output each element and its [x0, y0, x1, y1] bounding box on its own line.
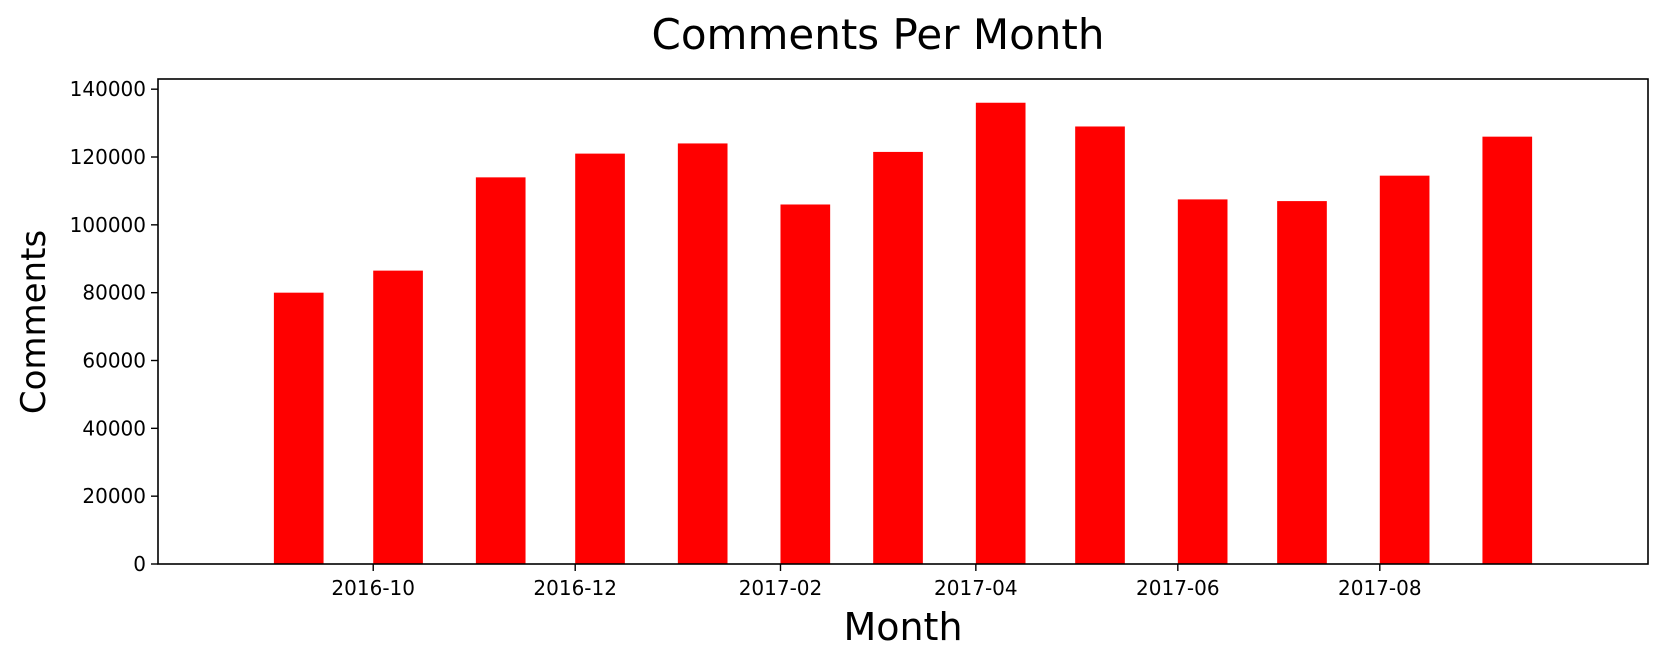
y-tick-label: 80000	[82, 281, 146, 305]
bars	[273, 102, 1533, 565]
bar-2016-10	[373, 270, 423, 564]
x-tick-label: 2016-12	[533, 576, 617, 600]
y-tick-label: 100000	[70, 213, 146, 237]
bar-2017-05	[1075, 126, 1125, 565]
bar-2017-06	[1177, 199, 1228, 564]
y-tick-label: 0	[133, 552, 146, 576]
x-tick-label: 2017-06	[1136, 576, 1220, 600]
bar-2017-08	[1379, 175, 1430, 565]
y-tick-label: 20000	[82, 484, 146, 508]
x-axis: 2016-10 2016-12 2017-02 2017-04 2017-06 2017-…	[331, 564, 1422, 600]
bar-2017-03	[873, 151, 923, 564]
bar-2017-04	[975, 102, 1026, 564]
x-tick-label: 2017-04	[934, 576, 1018, 600]
bar-2017-02	[780, 204, 831, 565]
x-tick-label: 2017-08	[1338, 576, 1422, 600]
bar-2016-12	[575, 153, 625, 564]
plot-area	[157, 78, 1649, 565]
bar-2017-09	[1482, 136, 1533, 564]
y-tick-label: 40000	[82, 416, 146, 440]
y-tick-label: 120000	[70, 145, 146, 169]
x-tick-label: 2017-02	[739, 576, 823, 600]
x-tick-label: 2016-10	[331, 576, 415, 600]
bar-2017-07	[1277, 201, 1327, 564]
bar-2017-01	[677, 143, 728, 565]
chart-title: Comments Per Month	[652, 10, 1105, 59]
y-axis: 0 20000 40000 60000 80000 100000 120000 140000	[70, 77, 158, 576]
y-axis-label: Comments	[14, 230, 54, 414]
y-tick-label: 140000	[70, 77, 146, 101]
x-axis-label: Month	[843, 605, 962, 649]
y-tick-label: 60000	[82, 349, 146, 373]
bar-2016-11	[475, 177, 526, 565]
bar-2016-09	[273, 292, 324, 564]
